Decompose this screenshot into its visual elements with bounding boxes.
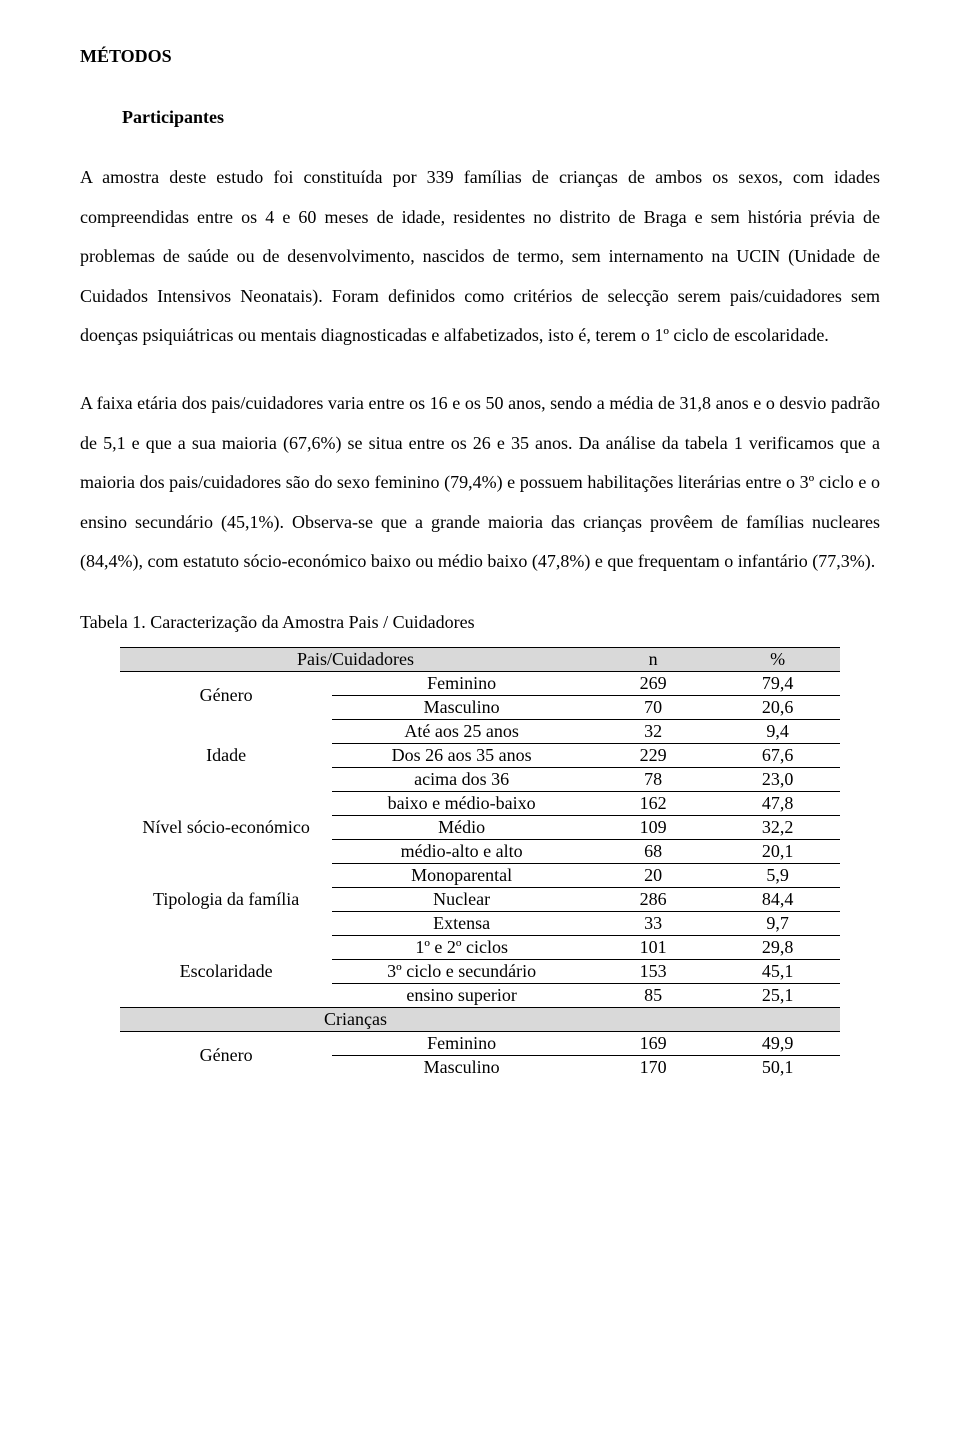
cell-cat: Masculino bbox=[332, 695, 591, 719]
cell-pct: 9,7 bbox=[715, 911, 840, 935]
cell-pct: 47,8 bbox=[715, 791, 840, 815]
cell-cat: Nuclear bbox=[332, 887, 591, 911]
cell-pct: 32,2 bbox=[715, 815, 840, 839]
header-pct: % bbox=[715, 647, 840, 671]
cell-cat: médio-alto e alto bbox=[332, 839, 591, 863]
table-row: Nível sócio-económico baixo e médio-baix… bbox=[120, 791, 840, 815]
cell-n: 269 bbox=[591, 671, 715, 695]
cell-cat: baixo e médio-baixo bbox=[332, 791, 591, 815]
cell-pct: 9,4 bbox=[715, 719, 840, 743]
cell-pct: 5,9 bbox=[715, 863, 840, 887]
cell-pct: 79,4 bbox=[715, 671, 840, 695]
group-label-idade: Idade bbox=[120, 719, 332, 791]
table-row: Escolaridade 1º e 2º ciclos 101 29,8 bbox=[120, 935, 840, 959]
cell-cat: Dos 26 aos 35 anos bbox=[332, 743, 591, 767]
cell-pct: 50,1 bbox=[715, 1055, 840, 1079]
cell-n: 78 bbox=[591, 767, 715, 791]
cell-n: 68 bbox=[591, 839, 715, 863]
cell-n: 229 bbox=[591, 743, 715, 767]
cell-pct: 49,9 bbox=[715, 1031, 840, 1055]
table-row: Género Feminino 169 49,9 bbox=[120, 1031, 840, 1055]
group-label-escolaridade: Escolaridade bbox=[120, 935, 332, 1007]
cell-pct: 20,1 bbox=[715, 839, 840, 863]
cell-cat: ensino superior bbox=[332, 983, 591, 1007]
cell-empty bbox=[715, 1007, 840, 1031]
group-label-genero: Género bbox=[120, 671, 332, 719]
cell-pct: 67,6 bbox=[715, 743, 840, 767]
document-page: MÉTODOS Participantes A amostra deste es… bbox=[0, 0, 960, 1119]
cell-cat: acima dos 36 bbox=[332, 767, 591, 791]
section-label-criancas: Crianças bbox=[120, 1007, 591, 1031]
heading-participantes: Participantes bbox=[122, 107, 880, 128]
cell-pct: 45,1 bbox=[715, 959, 840, 983]
cell-cat: Feminino bbox=[332, 1031, 591, 1055]
cell-cat: 1º e 2º ciclos bbox=[332, 935, 591, 959]
header-pais-cuidadores: Pais/Cuidadores bbox=[120, 647, 591, 671]
cell-pct: 20,6 bbox=[715, 695, 840, 719]
cell-cat: Masculino bbox=[332, 1055, 591, 1079]
cell-n: 109 bbox=[591, 815, 715, 839]
cell-cat: Feminino bbox=[332, 671, 591, 695]
cell-cat: Extensa bbox=[332, 911, 591, 935]
cell-empty bbox=[591, 1007, 715, 1031]
cell-n: 286 bbox=[591, 887, 715, 911]
table-row: Idade Até aos 25 anos 32 9,4 bbox=[120, 719, 840, 743]
cell-n: 20 bbox=[591, 863, 715, 887]
section-row-criancas: Crianças bbox=[120, 1007, 840, 1031]
cell-cat: Monoparental bbox=[332, 863, 591, 887]
cell-pct: 29,8 bbox=[715, 935, 840, 959]
cell-pct: 23,0 bbox=[715, 767, 840, 791]
cell-n: 33 bbox=[591, 911, 715, 935]
cell-cat: Até aos 25 anos bbox=[332, 719, 591, 743]
table-row: Tipologia da família Monoparental 20 5,9 bbox=[120, 863, 840, 887]
cell-pct: 25,1 bbox=[715, 983, 840, 1007]
group-label-tipologia: Tipologia da família bbox=[120, 863, 332, 935]
cell-n: 153 bbox=[591, 959, 715, 983]
cell-n: 101 bbox=[591, 935, 715, 959]
paragraph-2: A faixa etária dos pais/cuidadores varia… bbox=[80, 384, 880, 582]
group-label-nse: Nível sócio-económico bbox=[120, 791, 332, 863]
table-row: Género Feminino 269 79,4 bbox=[120, 671, 840, 695]
cell-n: 162 bbox=[591, 791, 715, 815]
heading-metodos: MÉTODOS bbox=[80, 46, 880, 67]
cell-n: 170 bbox=[591, 1055, 715, 1079]
cell-n: 169 bbox=[591, 1031, 715, 1055]
cell-n: 70 bbox=[591, 695, 715, 719]
cell-n: 85 bbox=[591, 983, 715, 1007]
cell-cat: 3º ciclo e secundário bbox=[332, 959, 591, 983]
cell-n: 32 bbox=[591, 719, 715, 743]
cell-pct: 84,4 bbox=[715, 887, 840, 911]
header-n: n bbox=[591, 647, 715, 671]
group-label-genero-criancas: Género bbox=[120, 1031, 332, 1079]
table-title: Tabela 1. Caracterização da Amostra Pais… bbox=[80, 612, 880, 633]
sample-characterization-table: Pais/Cuidadores n % Género Feminino 269 … bbox=[120, 647, 840, 1079]
table-header-row: Pais/Cuidadores n % bbox=[120, 647, 840, 671]
cell-cat: Médio bbox=[332, 815, 591, 839]
paragraph-1: A amostra deste estudo foi constituída p… bbox=[80, 158, 880, 356]
